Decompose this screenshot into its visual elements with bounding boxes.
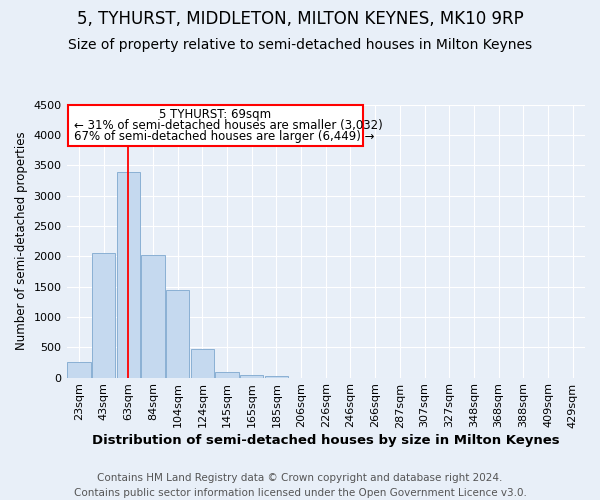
Bar [191,349,214,378]
Bar [67,362,91,378]
Text: 5 TYHURST: 69sqm: 5 TYHURST: 69sqm [159,108,271,120]
X-axis label: Distribution of semi-detached houses by size in Milton Keynes: Distribution of semi-detached houses by … [92,434,560,448]
Bar [116,172,140,378]
Bar [265,376,288,378]
Bar [141,255,164,378]
Bar [215,372,239,378]
Bar [92,253,115,378]
Text: ← 31% of semi-detached houses are smaller (3,032): ← 31% of semi-detached houses are smalle… [74,119,383,132]
Y-axis label: Number of semi-detached properties: Number of semi-detached properties [15,132,28,350]
Text: Contains HM Land Registry data © Crown copyright and database right 2024.
Contai: Contains HM Land Registry data © Crown c… [74,472,526,498]
Bar [240,374,263,378]
Text: 67% of semi-detached houses are larger (6,449) →: 67% of semi-detached houses are larger (… [74,130,374,143]
Text: 5, TYHURST, MIDDLETON, MILTON KEYNES, MK10 9RP: 5, TYHURST, MIDDLETON, MILTON KEYNES, MK… [77,10,523,28]
Bar [68,105,363,146]
Bar [166,290,190,378]
Text: Size of property relative to semi-detached houses in Milton Keynes: Size of property relative to semi-detach… [68,38,532,52]
